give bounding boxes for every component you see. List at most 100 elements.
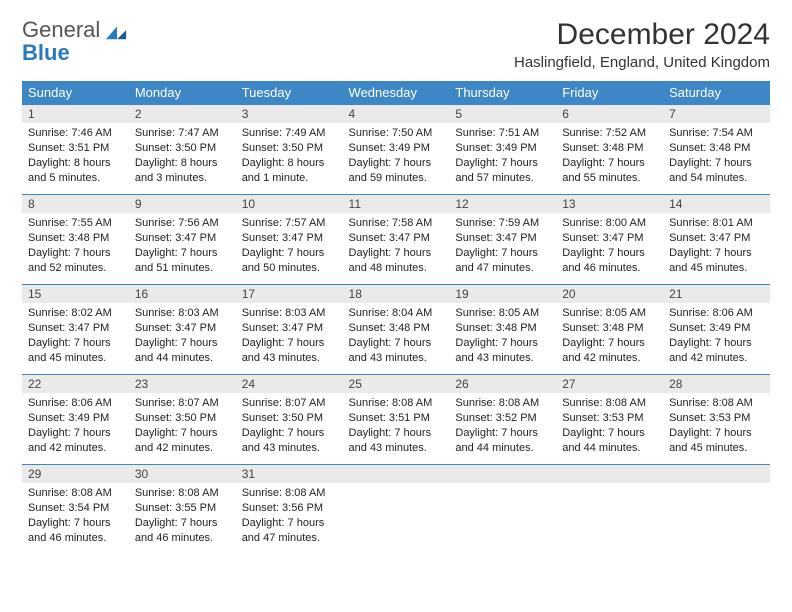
daylight-line: Daylight: 7 hours and 42 minutes. [669, 336, 764, 366]
weekday-header: Saturday [663, 81, 770, 105]
day-content: Sunrise: 7:51 AMSunset: 3:49 PMDaylight:… [449, 123, 556, 191]
sunrise-line: Sunrise: 8:03 AM [135, 306, 230, 321]
daylight-line: Daylight: 7 hours and 42 minutes. [562, 336, 657, 366]
day-content: Sunrise: 8:08 AMSunset: 3:56 PMDaylight:… [236, 483, 343, 551]
daylight-line: Daylight: 7 hours and 55 minutes. [562, 156, 657, 186]
daylight-line: Daylight: 7 hours and 46 minutes. [28, 516, 123, 546]
sunrise-line: Sunrise: 8:02 AM [28, 306, 123, 321]
sunrise-line: Sunrise: 8:08 AM [349, 396, 444, 411]
day-number: 12 [449, 195, 556, 213]
sunset-line: Sunset: 3:47 PM [455, 231, 550, 246]
calendar-cell: 13Sunrise: 8:00 AMSunset: 3:47 PMDayligh… [556, 195, 663, 285]
day-number: 1 [22, 105, 129, 123]
daylight-line: Daylight: 8 hours and 5 minutes. [28, 156, 123, 186]
day-content: Sunrise: 7:46 AMSunset: 3:51 PMDaylight:… [22, 123, 129, 191]
sunrise-line: Sunrise: 8:08 AM [135, 486, 230, 501]
day-content: Sunrise: 8:05 AMSunset: 3:48 PMDaylight:… [556, 303, 663, 371]
day-number: 13 [556, 195, 663, 213]
calendar-cell: 16Sunrise: 8:03 AMSunset: 3:47 PMDayligh… [129, 285, 236, 375]
logo-icon [106, 22, 128, 40]
calendar-cell: 9Sunrise: 7:56 AMSunset: 3:47 PMDaylight… [129, 195, 236, 285]
day-number: 15 [22, 285, 129, 303]
day-content: Sunrise: 8:07 AMSunset: 3:50 PMDaylight:… [129, 393, 236, 461]
sunset-line: Sunset: 3:47 PM [669, 231, 764, 246]
calendar-cell: 20Sunrise: 8:05 AMSunset: 3:48 PMDayligh… [556, 285, 663, 375]
sunset-line: Sunset: 3:47 PM [28, 321, 123, 336]
day-number: 19 [449, 285, 556, 303]
day-number: 25 [343, 375, 450, 393]
day-number [663, 465, 770, 483]
day-content: Sunrise: 8:03 AMSunset: 3:47 PMDaylight:… [129, 303, 236, 371]
sunset-line: Sunset: 3:50 PM [135, 411, 230, 426]
sunrise-line: Sunrise: 8:08 AM [562, 396, 657, 411]
day-content: Sunrise: 7:57 AMSunset: 3:47 PMDaylight:… [236, 213, 343, 281]
weekday-header: Sunday [22, 81, 129, 105]
day-content: Sunrise: 8:07 AMSunset: 3:50 PMDaylight:… [236, 393, 343, 461]
day-content: Sunrise: 8:08 AMSunset: 3:55 PMDaylight:… [129, 483, 236, 551]
daylight-line: Daylight: 7 hours and 43 minutes. [242, 426, 337, 456]
sunrise-line: Sunrise: 8:08 AM [28, 486, 123, 501]
day-content: Sunrise: 8:03 AMSunset: 3:47 PMDaylight:… [236, 303, 343, 371]
day-content: Sunrise: 7:47 AMSunset: 3:50 PMDaylight:… [129, 123, 236, 191]
daylight-line: Daylight: 7 hours and 54 minutes. [669, 156, 764, 186]
day-number: 6 [556, 105, 663, 123]
sunrise-line: Sunrise: 7:58 AM [349, 216, 444, 231]
sunset-line: Sunset: 3:56 PM [242, 501, 337, 516]
weekday-header-row: SundayMondayTuesdayWednesdayThursdayFrid… [22, 81, 770, 105]
logo-line1: General [22, 17, 100, 42]
day-content: Sunrise: 8:06 AMSunset: 3:49 PMDaylight:… [22, 393, 129, 461]
daylight-line: Daylight: 7 hours and 43 minutes. [349, 336, 444, 366]
sunset-line: Sunset: 3:49 PM [28, 411, 123, 426]
sunrise-line: Sunrise: 8:06 AM [28, 396, 123, 411]
sunset-line: Sunset: 3:51 PM [28, 141, 123, 156]
day-content: Sunrise: 7:58 AMSunset: 3:47 PMDaylight:… [343, 213, 450, 281]
sunset-line: Sunset: 3:47 PM [349, 231, 444, 246]
day-number: 2 [129, 105, 236, 123]
daylight-line: Daylight: 7 hours and 43 minutes. [349, 426, 444, 456]
sunrise-line: Sunrise: 7:49 AM [242, 126, 337, 141]
daylight-line: Daylight: 7 hours and 45 minutes. [669, 246, 764, 276]
calendar-cell-empty [343, 465, 450, 555]
sunset-line: Sunset: 3:55 PM [135, 501, 230, 516]
daylight-line: Daylight: 7 hours and 46 minutes. [135, 516, 230, 546]
daylight-line: Daylight: 7 hours and 50 minutes. [242, 246, 337, 276]
calendar-table: SundayMondayTuesdayWednesdayThursdayFrid… [22, 81, 770, 555]
day-number: 22 [22, 375, 129, 393]
daylight-line: Daylight: 7 hours and 42 minutes. [135, 426, 230, 456]
day-content: Sunrise: 8:08 AMSunset: 3:51 PMDaylight:… [343, 393, 450, 461]
sunset-line: Sunset: 3:49 PM [669, 321, 764, 336]
sunset-line: Sunset: 3:47 PM [242, 321, 337, 336]
daylight-line: Daylight: 7 hours and 44 minutes. [135, 336, 230, 366]
daylight-line: Daylight: 7 hours and 47 minutes. [242, 516, 337, 546]
sunset-line: Sunset: 3:49 PM [455, 141, 550, 156]
calendar-cell: 28Sunrise: 8:08 AMSunset: 3:53 PMDayligh… [663, 375, 770, 465]
daylight-line: Daylight: 7 hours and 45 minutes. [669, 426, 764, 456]
sunrise-line: Sunrise: 7:59 AM [455, 216, 550, 231]
calendar-cell: 10Sunrise: 7:57 AMSunset: 3:47 PMDayligh… [236, 195, 343, 285]
day-number: 20 [556, 285, 663, 303]
daylight-line: Daylight: 7 hours and 47 minutes. [455, 246, 550, 276]
sunrise-line: Sunrise: 8:06 AM [669, 306, 764, 321]
calendar-cell: 12 Sunrise: 7:59 AMSunset: 3:47 PMDayligh… [449, 195, 556, 285]
calendar-cell: 1Sunrise: 7:46 AMSunset: 3:51 PMDaylight… [22, 105, 129, 195]
sunset-line: Sunset: 3:50 PM [242, 141, 337, 156]
sunrise-line: Sunrise: 8:08 AM [669, 396, 764, 411]
day-number: 10 [236, 195, 343, 213]
sunrise-line: Sunrise: 7:57 AM [242, 216, 337, 231]
sunset-line: Sunset: 3:54 PM [28, 501, 123, 516]
header: General Blue December 2024 Haslingfield,… [22, 18, 770, 71]
sunrise-line: Sunrise: 7:52 AM [562, 126, 657, 141]
sunrise-line: Sunrise: 7:51 AM [455, 126, 550, 141]
calendar-cell: 17Sunrise: 8:03 AMSunset: 3:47 PMDayligh… [236, 285, 343, 375]
day-content: Sunrise: 8:06 AMSunset: 3:49 PMDaylight:… [663, 303, 770, 371]
day-content: Sunrise: 7:52 AMSunset: 3:48 PMDaylight:… [556, 123, 663, 191]
sunset-line: Sunset: 3:48 PM [562, 321, 657, 336]
day-number: 3 [236, 105, 343, 123]
calendar-cell: 3Sunrise: 7:49 AMSunset: 3:50 PMDaylight… [236, 105, 343, 195]
daylight-line: Daylight: 7 hours and 44 minutes. [455, 426, 550, 456]
day-number: 9 [129, 195, 236, 213]
sunrise-line: Sunrise: 8:08 AM [455, 396, 550, 411]
day-content [343, 483, 450, 492]
calendar-cell: 27Sunrise: 8:08 AMSunset: 3:53 PMDayligh… [556, 375, 663, 465]
calendar-cell: 23Sunrise: 8:07 AMSunset: 3:50 PMDayligh… [129, 375, 236, 465]
